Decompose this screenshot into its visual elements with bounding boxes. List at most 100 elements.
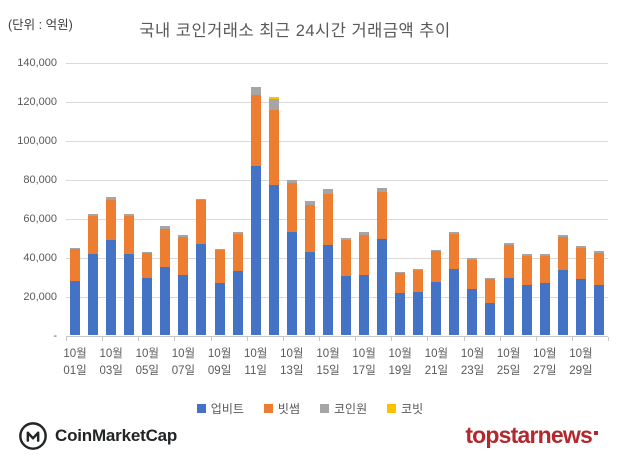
stacked-bar (395, 271, 406, 335)
x-tick-label: 10월 05일 (135, 348, 159, 377)
x-axis-labels: 10월 01일 10월 03일 10월 05일 10월 07일 10월 09일 10월 11일 10월 1… (63, 346, 608, 386)
stacked-bar (286, 180, 297, 335)
bar-slot (536, 63, 554, 335)
stacked-bar (377, 187, 388, 335)
bar-segment (521, 256, 532, 286)
legend-swatch (196, 404, 206, 413)
bar-segment (449, 233, 460, 269)
gridline (66, 180, 608, 181)
bar-slot (102, 63, 120, 335)
bar-segment (250, 87, 261, 96)
bar-segment (250, 95, 261, 167)
bar-slot (156, 63, 174, 335)
y-tick-label: 80,000 (23, 174, 57, 186)
bar-segment (124, 254, 135, 335)
bar-segment (106, 240, 117, 335)
bar-segment (88, 214, 99, 217)
bar-segment (124, 214, 135, 217)
bar-segment (70, 248, 81, 250)
bar-segment (503, 277, 514, 335)
bar-segment (521, 285, 532, 335)
bar-segment (142, 252, 153, 254)
bar-segment (304, 252, 315, 335)
x-tick-label: 10월 17일 (352, 348, 376, 377)
bar-segment (106, 196, 117, 200)
y-tick-label: 100,000 (17, 135, 57, 147)
bar-segment (449, 268, 460, 335)
bar-slot (337, 63, 355, 335)
bar-segment (395, 271, 406, 273)
y-tick-label: 120,000 (17, 96, 57, 108)
x-tick-label: 10월 07일 (171, 348, 196, 377)
bar-segment (196, 200, 207, 245)
bar-segment (359, 274, 370, 335)
bar-slot (229, 63, 247, 335)
stacked-bar (232, 231, 243, 335)
bar-segment (196, 198, 207, 201)
bar-segment (449, 231, 460, 234)
bar-segment (196, 244, 207, 335)
bar-segment (286, 231, 297, 335)
bar-segment (485, 279, 496, 303)
coinmarketcap-icon (18, 421, 48, 451)
x-tick-label: 10월 01일 (63, 348, 87, 377)
bar-segment (340, 240, 351, 276)
bar-slot (409, 63, 427, 335)
x-tick-mark (138, 337, 140, 341)
bar-segment (395, 272, 406, 294)
legend-label: 업비트 (210, 402, 244, 416)
bar-segment (359, 234, 370, 275)
bar-slot (319, 63, 337, 335)
bar-segment (322, 193, 333, 246)
bar-segment (503, 243, 514, 246)
bar-segment (395, 293, 406, 335)
x-tick-label: 10월 03일 (99, 348, 123, 377)
bar-slot (211, 63, 229, 335)
stacked-bar (70, 248, 81, 335)
bar-segment (286, 180, 297, 183)
bar-slot (481, 63, 499, 335)
bar-segment (377, 187, 388, 192)
bar-segment (160, 225, 171, 229)
bar-segment (359, 231, 370, 235)
legend-item: 코빗 (387, 400, 423, 417)
bar-segment (214, 250, 225, 284)
bar-segment (431, 250, 442, 252)
bars-container (66, 63, 608, 335)
stacked-bar (214, 249, 225, 335)
stacked-bar (250, 87, 261, 335)
y-tick-label: - (53, 330, 57, 342)
stacked-bar (340, 237, 351, 335)
x-tick-label: 10월 23일 (460, 348, 485, 377)
bar-slot (500, 63, 518, 335)
bar-segment (539, 256, 550, 284)
gridline (66, 102, 608, 103)
bar-segment (467, 259, 478, 290)
bar-segment (178, 236, 189, 275)
x-tick-mark (102, 337, 104, 341)
bar-segment (214, 283, 225, 335)
bar-segment (142, 278, 153, 335)
bar-segment (340, 237, 351, 241)
x-tick-mark (174, 337, 176, 341)
bar-segment (503, 245, 514, 278)
x-tick-label: 10월 25일 (496, 348, 521, 377)
y-tick-label: 140,000 (17, 57, 57, 69)
bar-segment (160, 266, 171, 335)
bar-segment (413, 292, 424, 335)
bar-segment (485, 302, 496, 335)
x-tick-label: 10월 09일 (207, 348, 232, 377)
x-tick-label: 10월 13일 (280, 348, 304, 377)
bar-slot (572, 63, 590, 335)
bar-segment (268, 109, 279, 185)
bar-segment (304, 205, 315, 253)
y-tick-label: 60,000 (23, 213, 57, 225)
y-axis-labels: 140,000 120,000 100,000 80,000 60,000 40,000 2… (0, 57, 57, 342)
bar-segment (322, 245, 333, 335)
legend-item: 코인원 (320, 400, 367, 417)
bar-segment (431, 282, 442, 335)
bar-segment (593, 285, 604, 335)
bar-segment (178, 234, 189, 237)
bar-slot (192, 63, 210, 335)
